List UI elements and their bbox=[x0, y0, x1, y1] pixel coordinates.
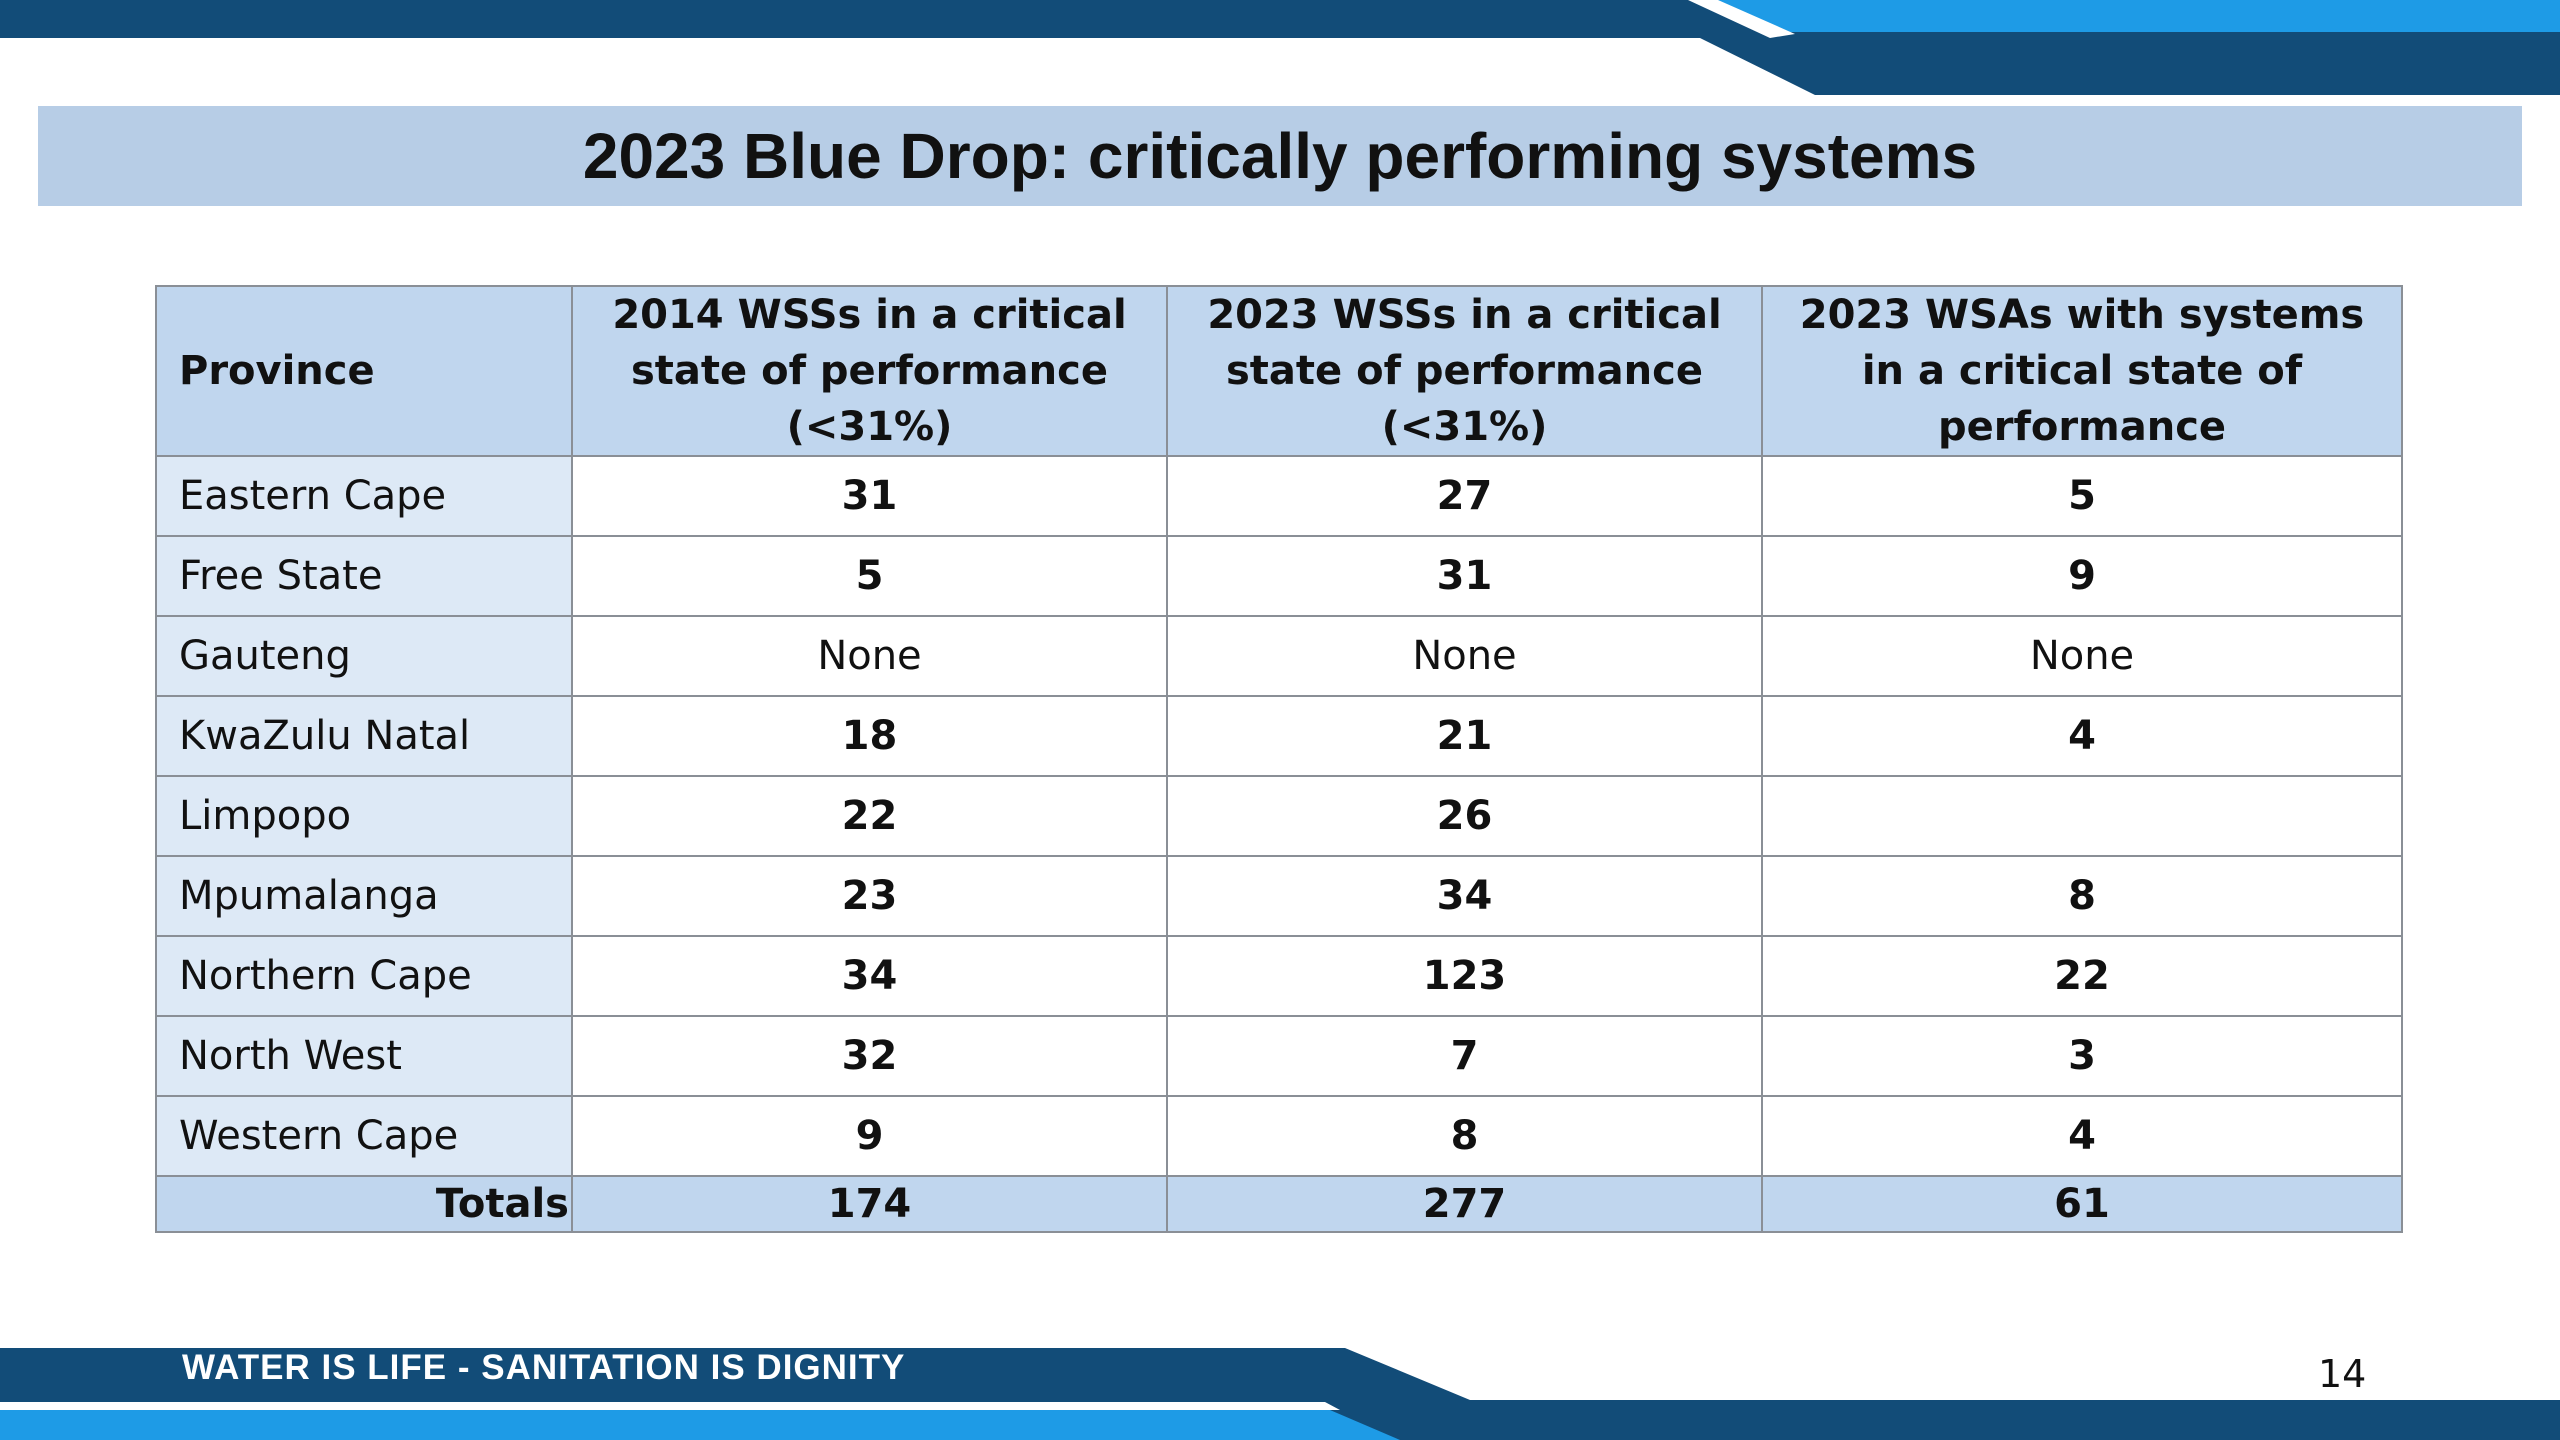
province-cell: Free State bbox=[155, 535, 573, 617]
value-cell-2023-wsa: None bbox=[1761, 615, 2403, 697]
value-cell-2014-wss: 32 bbox=[571, 1015, 1168, 1097]
totals-label: Totals bbox=[155, 1175, 573, 1233]
value-cell-2023-wss: 27 bbox=[1166, 455, 1763, 537]
page-number: 14 bbox=[2318, 1352, 2367, 1396]
header-2014-wss-critical: 2014 WSSs in a critical state of perform… bbox=[571, 285, 1168, 457]
province-cell: Northern Cape bbox=[155, 935, 573, 1017]
value-cell-2023-wss: 31 bbox=[1166, 535, 1763, 617]
bottom-light-stripe bbox=[0, 1410, 1400, 1440]
footer-slogan: WATER IS LIFE - SANITATION IS DIGNITY bbox=[182, 1348, 906, 1387]
total-2023-wss: 277 bbox=[1166, 1175, 1763, 1233]
header-2023-wss-critical: 2023 WSSs in a critical state of perform… bbox=[1166, 285, 1763, 457]
value-cell-2014-wss: None bbox=[571, 615, 1168, 697]
value-cell-2023-wsa: 9 bbox=[1761, 535, 2403, 617]
value-cell-2014-wss: 5 bbox=[571, 535, 1168, 617]
table-row: Western Cape 9 8 4 bbox=[155, 1095, 2403, 1177]
total-2023-wsa: 61 bbox=[1761, 1175, 2403, 1233]
province-cell: Mpumalanga bbox=[155, 855, 573, 937]
table-row: Mpumalanga 23 34 8 bbox=[155, 855, 2403, 937]
value-cell-2014-wss: 34 bbox=[571, 935, 1168, 1017]
top-white-divider bbox=[1688, 0, 1795, 38]
table-row: KwaZulu Natal 18 21 4 bbox=[155, 695, 2403, 777]
value-cell-2014-wss: 23 bbox=[571, 855, 1168, 937]
province-cell: KwaZulu Natal bbox=[155, 695, 573, 777]
value-cell-2023-wsa: 4 bbox=[1761, 695, 2403, 777]
value-cell-2023-wss: 34 bbox=[1166, 855, 1763, 937]
top-light-stripe bbox=[1715, 0, 2560, 32]
total-2014-wss: 174 bbox=[571, 1175, 1168, 1233]
table-header-row: Province 2014 WSSs in a critical state o… bbox=[155, 285, 2403, 457]
totals-row: Totals 174 277 61 bbox=[155, 1175, 2403, 1233]
table-row: Eastern Cape 31 27 5 bbox=[155, 455, 2403, 537]
table-row: Gauteng None None None bbox=[155, 615, 2403, 697]
value-cell-2023-wss: 21 bbox=[1166, 695, 1763, 777]
header-2023-wsa-critical: 2023 WSAs with systems in a critical sta… bbox=[1761, 285, 2403, 457]
top-banner-stripes bbox=[0, 0, 2560, 95]
value-cell-2014-wss: 9 bbox=[571, 1095, 1168, 1177]
critical-systems-table: Province 2014 WSSs in a critical state o… bbox=[155, 285, 2403, 1233]
table-row: Northern Cape 34 123 22 bbox=[155, 935, 2403, 1017]
province-cell: Gauteng bbox=[155, 615, 573, 697]
value-cell-2023-wsa bbox=[1761, 775, 2403, 857]
value-cell-2023-wss: 123 bbox=[1166, 935, 1763, 1017]
slide-title: 2023 Blue Drop: critically performing sy… bbox=[582, 120, 1978, 192]
bottom-banner-stripes bbox=[0, 1348, 2560, 1440]
value-cell-2023-wsa: 8 bbox=[1761, 855, 2403, 937]
province-cell: Eastern Cape bbox=[155, 455, 573, 537]
table-row: North West 32 7 3 bbox=[155, 1015, 2403, 1097]
value-cell-2014-wss: 31 bbox=[571, 455, 1168, 537]
province-cell: Western Cape bbox=[155, 1095, 573, 1177]
province-cell: Limpopo bbox=[155, 775, 573, 857]
header-province: Province bbox=[155, 285, 573, 457]
title-band: 2023 Blue Drop: critically performing sy… bbox=[38, 106, 2522, 206]
value-cell-2023-wsa: 3 bbox=[1761, 1015, 2403, 1097]
province-cell: North West bbox=[155, 1015, 573, 1097]
table-row: Free State 5 31 9 bbox=[155, 535, 2403, 617]
value-cell-2014-wss: 18 bbox=[571, 695, 1168, 777]
value-cell-2014-wss: 22 bbox=[571, 775, 1168, 857]
value-cell-2023-wss: 26 bbox=[1166, 775, 1763, 857]
table-row: Limpopo 22 26 bbox=[155, 775, 2403, 857]
value-cell-2023-wss: None bbox=[1166, 615, 1763, 697]
value-cell-2023-wsa: 4 bbox=[1761, 1095, 2403, 1177]
bottom-white-divider bbox=[0, 1402, 1340, 1410]
value-cell-2023-wsa: 22 bbox=[1761, 935, 2403, 1017]
value-cell-2023-wss: 7 bbox=[1166, 1015, 1763, 1097]
value-cell-2023-wss: 8 bbox=[1166, 1095, 1763, 1177]
value-cell-2023-wsa: 5 bbox=[1761, 455, 2403, 537]
